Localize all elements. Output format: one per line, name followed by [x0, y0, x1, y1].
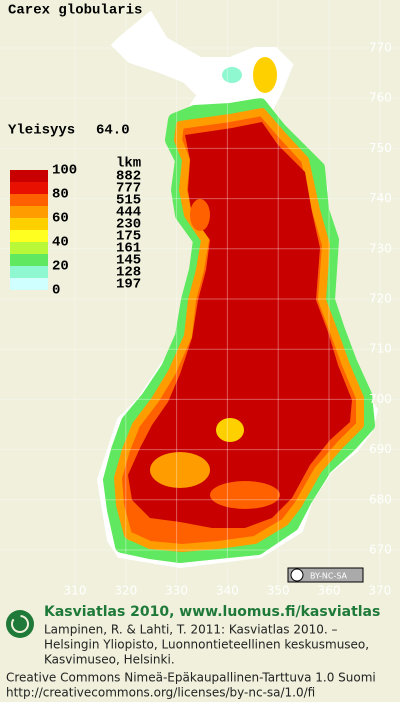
legend-count: 161 [116, 241, 141, 257]
legend-swatch [10, 254, 48, 266]
legend-swatch [10, 266, 48, 278]
citation-line: Kasvimuseo, Helsinki. [44, 653, 175, 667]
badge-cc-icon [290, 568, 304, 582]
easting-label: 360 [318, 584, 341, 598]
northing-label: 750 [369, 141, 392, 155]
legend-count: 145 [116, 253, 141, 269]
range-patch [190, 199, 210, 231]
legend-count: 197 [116, 277, 141, 293]
legend-count: 515 [116, 193, 141, 209]
northing-label: 740 [369, 191, 392, 205]
legend-swatch [10, 206, 48, 218]
badge-box [287, 567, 364, 583]
legend-count: 175 [116, 229, 141, 245]
legend-count: 882 [116, 169, 141, 185]
logo-spiral-inner [11, 615, 29, 633]
range-patch [222, 67, 242, 83]
legend-scale-label: 100 [52, 163, 77, 179]
northing-label: 770 [369, 41, 392, 55]
legend-scale-label: 20 [52, 259, 69, 275]
range-patch [150, 452, 210, 488]
finland-map [96, 10, 379, 569]
badge-text: BY-NC-SA [310, 572, 348, 581]
count-header: lkm [116, 156, 141, 172]
easting-label: 350 [267, 584, 290, 598]
legend-scale-label: 40 [52, 235, 69, 251]
range-patch [253, 57, 277, 93]
legend-swatch [10, 170, 48, 182]
easting-label: 330 [165, 584, 188, 598]
legend-count: 128 [116, 265, 141, 281]
logo [6, 610, 34, 638]
logo-spiral [6, 610, 34, 638]
northing-label: 700 [369, 392, 392, 406]
easting-label: 370 [368, 584, 391, 598]
map-grid: 770 760 750 740 730 720 710 700 690 680 670 310 320 3… [0, 0, 400, 598]
legend-scale-label: 0 [52, 283, 60, 299]
frequency-value: 64.0 [96, 123, 130, 139]
legend-swatch [10, 278, 48, 290]
range-core [128, 122, 352, 528]
northing-label: 730 [369, 241, 392, 255]
license-line: http://creativecommons.org/licenses/by-n… [6, 686, 315, 700]
easting-label: 340 [216, 584, 239, 598]
species-title: Carex globularis [8, 3, 142, 19]
northing-label: 690 [369, 442, 392, 456]
legend-swatch [10, 218, 48, 230]
legend-count: 777 [116, 181, 141, 197]
northing-label: 680 [369, 492, 392, 506]
northing-label: 760 [369, 91, 392, 105]
range-patch [216, 418, 244, 442]
northing-label: 720 [369, 292, 392, 306]
range-patch [210, 481, 280, 509]
citation-line: Lampinen, R. & Lahti, T. 2011: Kasviatla… [44, 623, 338, 637]
legend-swatch [10, 242, 48, 254]
legend-scale-label: 80 [52, 187, 69, 203]
legend-count: 230 [116, 217, 141, 233]
easting-label: 310 [64, 584, 87, 598]
legend-swatch [10, 182, 48, 194]
easting-label: 320 [114, 584, 137, 598]
northing-label: 710 [369, 342, 392, 356]
legend-swatch [10, 230, 48, 242]
legend-count: 444 [116, 205, 141, 221]
northing-label: 670 [369, 543, 392, 557]
legend-scale-label: 60 [52, 211, 69, 227]
legend-swatch [10, 194, 48, 206]
license-badge: BY-NC-SA [287, 567, 364, 583]
brand: Kasviatlas 2010, www.luomus.fi/kasviatla… [44, 604, 380, 620]
citation-line: Helsingin Yliopisto, Luonnontieteellinen… [44, 638, 369, 652]
frequency-label: Yleisyys [8, 123, 75, 139]
license-line: Creative Commons Nimeä-Epäkaupallinen-Ta… [6, 671, 376, 685]
